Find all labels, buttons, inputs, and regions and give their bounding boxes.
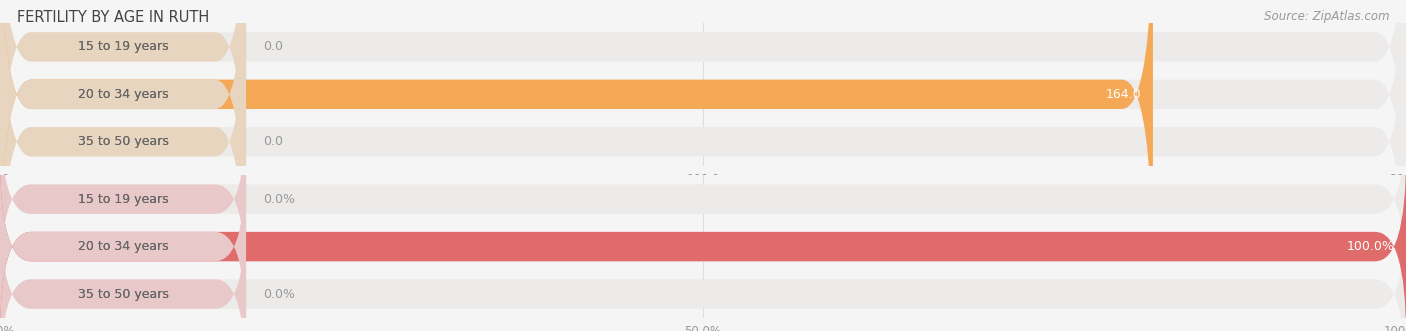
Text: 35 to 50 years: 35 to 50 years [77, 288, 169, 301]
FancyBboxPatch shape [0, 110, 246, 289]
Text: FERTILITY BY AGE IN RUTH: FERTILITY BY AGE IN RUTH [17, 10, 209, 25]
Text: 164.0: 164.0 [1107, 88, 1142, 101]
Text: 0.0%: 0.0% [263, 288, 295, 301]
Text: 35 to 50 years: 35 to 50 years [77, 135, 169, 148]
FancyBboxPatch shape [0, 0, 1153, 288]
Text: 0.0: 0.0 [263, 135, 283, 148]
FancyBboxPatch shape [0, 0, 246, 241]
Text: 20 to 34 years: 20 to 34 years [77, 88, 169, 101]
Text: 20 to 34 years: 20 to 34 years [77, 240, 169, 253]
FancyBboxPatch shape [0, 0, 246, 288]
FancyBboxPatch shape [0, 157, 1406, 331]
Text: 15 to 19 years: 15 to 19 years [77, 40, 169, 53]
Text: 100.0%: 100.0% [1347, 240, 1395, 253]
FancyBboxPatch shape [0, 157, 246, 331]
FancyBboxPatch shape [0, 157, 246, 331]
Text: 35 to 50 years: 35 to 50 years [77, 288, 169, 301]
FancyBboxPatch shape [0, 0, 246, 331]
FancyBboxPatch shape [0, 157, 1406, 331]
FancyBboxPatch shape [0, 0, 1406, 288]
Text: 20 to 34 years: 20 to 34 years [77, 88, 169, 101]
FancyBboxPatch shape [0, 0, 246, 288]
Text: 0.0%: 0.0% [263, 193, 295, 206]
FancyBboxPatch shape [0, 0, 1406, 241]
Text: 0.0: 0.0 [263, 40, 283, 53]
FancyBboxPatch shape [0, 204, 246, 331]
Text: 15 to 19 years: 15 to 19 years [77, 193, 169, 206]
FancyBboxPatch shape [0, 204, 1406, 331]
Text: 20 to 34 years: 20 to 34 years [77, 240, 169, 253]
Text: 35 to 50 years: 35 to 50 years [77, 135, 169, 148]
FancyBboxPatch shape [0, 110, 1406, 289]
Text: 15 to 19 years: 15 to 19 years [77, 40, 169, 53]
Text: 15 to 19 years: 15 to 19 years [77, 193, 169, 206]
Text: Source: ZipAtlas.com: Source: ZipAtlas.com [1264, 10, 1389, 23]
